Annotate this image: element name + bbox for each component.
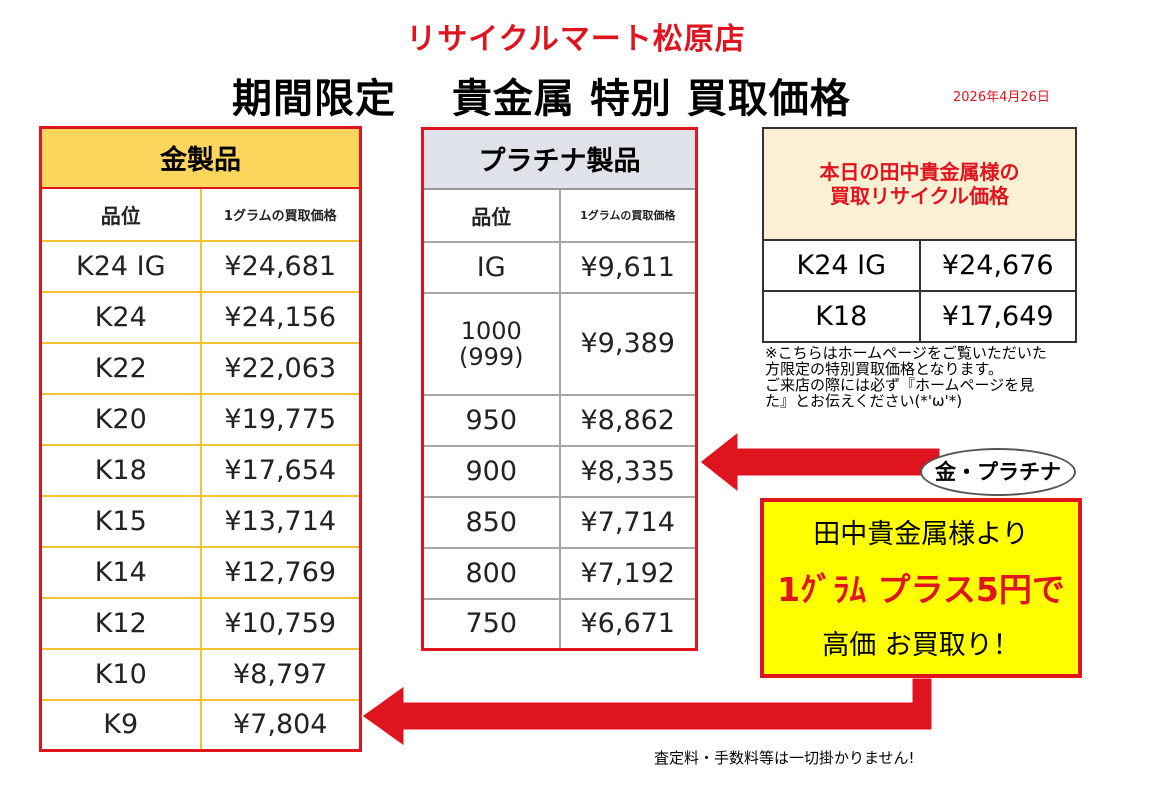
table-row: K20 ¥19,775 bbox=[39, 392, 362, 446]
gold-price: ¥19,775 bbox=[199, 392, 362, 446]
platinum-price: ¥7,714 bbox=[558, 495, 698, 549]
gold-grade: K24 bbox=[39, 290, 202, 344]
today-price-table: 本日の田中貴金属様の 買取リサイクル価格 K24 IG ¥24,676 K18 ¥1… bbox=[762, 127, 1077, 343]
platinum-grade-sub: (999) bbox=[458, 342, 524, 371]
today-title-line1: 本日の田中貴金属様の bbox=[819, 160, 1020, 184]
platinum-table-title: プラチナ製品 bbox=[422, 128, 697, 190]
gold-price: ¥7,804 bbox=[199, 698, 362, 752]
today-title-line2: 買取リサイクル価格 bbox=[830, 184, 1009, 208]
today-price: ¥24,676 bbox=[918, 239, 1077, 292]
gold-grade: K9 bbox=[39, 698, 202, 752]
gold-price-table: 金製品 品位 1グラムの買取価格 K24 IG ¥24,681 K24 ¥24,15… bbox=[39, 126, 362, 752]
platinum-grade: 800 bbox=[421, 546, 561, 600]
table-row: 800 ¥7,192 bbox=[421, 546, 698, 600]
platinum-col-price: 1グラムの買取価格 bbox=[558, 187, 698, 243]
table-row: 750 ¥6,671 bbox=[421, 597, 698, 651]
table-row: K18 ¥17,654 bbox=[39, 443, 362, 497]
platinum-grade: IG bbox=[421, 240, 561, 294]
table-row: 950 ¥8,862 bbox=[421, 393, 698, 447]
today-table-title: 本日の田中貴金属様の 買取リサイクル価格 bbox=[763, 128, 1076, 241]
platinum-price-table: プラチナ製品 品位 1グラムの買取価格 IG ¥9,611 1000 (999) … bbox=[421, 127, 698, 651]
gold-grade: K20 bbox=[39, 392, 202, 446]
arrow-to-platinum-icon bbox=[699, 430, 941, 494]
footer-note: 査定料・手数料等は一切掛かりません! bbox=[654, 749, 915, 767]
today-grade: K24 IG bbox=[762, 239, 921, 292]
page-title: 期間限定 貴金属 特別 買取価格 bbox=[232, 76, 851, 122]
promo-line3: 高価 お買取り！ bbox=[822, 630, 1020, 661]
table-row: K18 ¥17,649 bbox=[762, 290, 1077, 343]
gold-price: ¥22,063 bbox=[199, 341, 362, 395]
gold-grade: K18 bbox=[39, 443, 202, 497]
gold-price: ¥12,769 bbox=[199, 545, 362, 599]
today-grade: K18 bbox=[762, 290, 921, 343]
gold-price: ¥13,714 bbox=[199, 494, 362, 548]
arrow-to-gold-icon bbox=[361, 677, 933, 747]
gold-grade: K15 bbox=[39, 494, 202, 548]
gold-price: ¥10,759 bbox=[199, 596, 362, 650]
note-line2: ご来店の際には必ず『ホームページを見た』とお伝えください(*'ω'*) bbox=[765, 376, 1035, 410]
promo-box: 田中貴金属様より 1ｸﾞﾗﾑ プラス5円で 高価 お買取り！ bbox=[760, 498, 1082, 678]
platinum-col-grade: 品位 bbox=[421, 187, 561, 243]
platinum-grade: 950 bbox=[421, 393, 561, 447]
table-row: 900 ¥8,335 bbox=[421, 444, 698, 498]
promo-line2: 1ｸﾞﾗﾑ プラス5円で bbox=[777, 570, 1065, 609]
gold-grade: K22 bbox=[39, 341, 202, 395]
gold-price: ¥24,681 bbox=[199, 239, 362, 293]
platinum-price: ¥8,335 bbox=[558, 444, 698, 498]
table-row: K24 IG ¥24,681 bbox=[39, 239, 362, 293]
gold-col-price: 1グラムの買取価格 bbox=[199, 186, 362, 242]
gold-platinum-bubble: 金・プラチナ bbox=[920, 448, 1076, 496]
special-price-note: ※こちらはホームページをご覧いただいた方限定の特別買取価格となります。 ご来店の… bbox=[765, 345, 1055, 409]
table-row: K9 ¥7,804 bbox=[39, 698, 362, 752]
gold-col-grade: 品位 bbox=[39, 186, 202, 242]
table-row: K12 ¥10,759 bbox=[39, 596, 362, 650]
table-row: K24 IG ¥24,676 bbox=[762, 239, 1077, 292]
table-row: 850 ¥7,714 bbox=[421, 495, 698, 549]
gold-table-title: 金製品 bbox=[40, 127, 361, 189]
shop-name: リサイクルマート松原店 bbox=[406, 22, 746, 57]
platinum-grade: 850 bbox=[421, 495, 561, 549]
table-row: 1000 (999) ¥9,389 bbox=[421, 291, 698, 396]
table-row: K14 ¥12,769 bbox=[39, 545, 362, 599]
platinum-grade-main: 1000 bbox=[460, 316, 522, 345]
note-line1: ※こちらはホームページをご覧いただいた方限定の特別買取価格となります。 bbox=[765, 344, 1047, 378]
table-row: K10 ¥8,797 bbox=[39, 647, 362, 701]
gold-grade: K14 bbox=[39, 545, 202, 599]
table-row: K15 ¥13,714 bbox=[39, 494, 362, 548]
platinum-price: ¥9,389 bbox=[558, 291, 698, 396]
platinum-price: ¥6,671 bbox=[558, 597, 698, 651]
platinum-price: ¥8,862 bbox=[558, 393, 698, 447]
gold-grade: K10 bbox=[39, 647, 202, 701]
gold-price: ¥24,156 bbox=[199, 290, 362, 344]
table-row: K24 ¥24,156 bbox=[39, 290, 362, 344]
platinum-grade: 750 bbox=[421, 597, 561, 651]
table-row: IG ¥9,611 bbox=[421, 240, 698, 294]
platinum-grade: 1000 (999) bbox=[421, 291, 561, 396]
platinum-price: ¥9,611 bbox=[558, 240, 698, 294]
date-label: 2026年4月26日 bbox=[953, 90, 1050, 105]
gold-grade: K12 bbox=[39, 596, 202, 650]
gold-price: ¥8,797 bbox=[199, 647, 362, 701]
promo-line1: 田中貴金属様より bbox=[813, 519, 1029, 550]
today-price: ¥17,649 bbox=[918, 290, 1077, 343]
platinum-grade: 900 bbox=[421, 444, 561, 498]
platinum-price: ¥7,192 bbox=[558, 546, 698, 600]
table-row: K22 ¥22,063 bbox=[39, 341, 362, 395]
gold-grade: K24 IG bbox=[39, 239, 202, 293]
gold-price: ¥17,654 bbox=[199, 443, 362, 497]
